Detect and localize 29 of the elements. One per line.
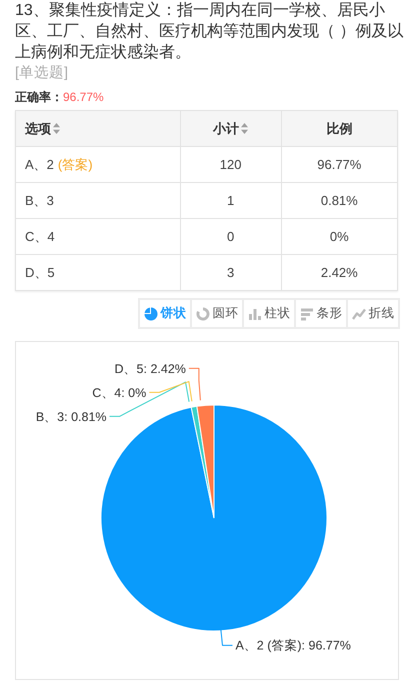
text: 柱状: [264, 305, 290, 322]
data-label: 2.42%: [281, 254, 398, 290]
x-tick-label: 比例: [281, 110, 398, 146]
text: [单选题]: [15, 64, 68, 82]
data-label: 1: [180, 182, 282, 218]
x-tick-label: 小计: [180, 110, 282, 146]
text: 饼状: [160, 305, 186, 322]
text: 96.77%: [63, 90, 104, 104]
text: 折线: [368, 305, 394, 322]
data-label: 120: [180, 146, 282, 182]
slice-label: B、3: 0.81%: [36, 410, 107, 424]
chart-title: 13、聚集性疫情定义：指一周内在同一学校、居民小区、工厂、自然村、医疗机构等范围内发现（ ）例及以上病例和无症状感染者。: [15, 0, 404, 63]
y-tick-label: C、4: [25, 228, 55, 244]
y-tick-label: B、3: [25, 192, 54, 208]
y-axis-title: 选项: [16, 110, 180, 146]
data-label: 0%: [281, 218, 398, 254]
slice-label: D、5: 2.42%: [114, 362, 186, 376]
legend-label: C、4: 0%: [92, 386, 146, 400]
data-label: 0.81%: [281, 182, 398, 218]
data-label: 3: [180, 254, 282, 290]
data-label: 96.77%: [281, 146, 398, 182]
text: 圆环: [212, 305, 238, 322]
y-tick-label: A、2: [25, 156, 54, 172]
text: 条形: [316, 305, 342, 322]
slice-label: A、2 (答案): 96.77%: [235, 638, 351, 653]
text: (答案): [58, 156, 93, 172]
y-tick-label: D、5: [25, 264, 55, 280]
data-label: 0: [180, 218, 282, 254]
text: 正确率：: [15, 90, 63, 104]
